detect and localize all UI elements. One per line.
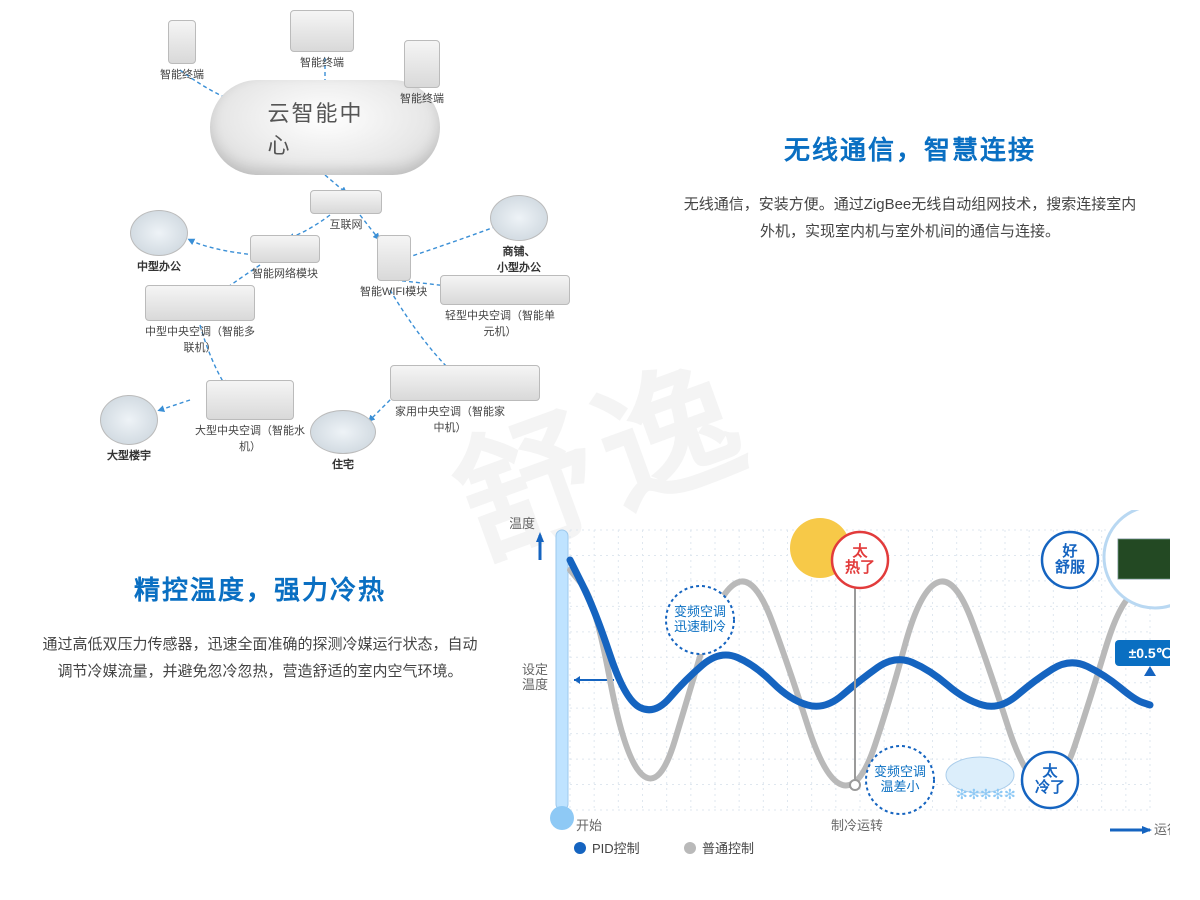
section-wireless: 云智能中心 智能终端智能终端智能终端互联网智能网络模块智能WIFI模块中型办公中… (0, 0, 1200, 470)
node-netmod: 智能网络模块 (250, 235, 320, 281)
y-label-mid: 设定 (522, 662, 548, 677)
svg-text:PID控制: PID控制 (592, 841, 640, 856)
tablet-label: 智能终端 (400, 90, 444, 106)
node-tablet: 智能终端 (400, 40, 444, 106)
svg-text:✻: ✻ (980, 786, 992, 802)
bottom-body: 通过高低双压力传感器，迅速全面准确的探测冷媒运行状态，自动调节冷媒流量，并避免忽… (40, 631, 480, 685)
chart-svg: 温度设定温度开始制冷运转运行时间✻✻✻✻✻变频空调迅速制冷变频空调温差小太热了太… (510, 510, 1170, 870)
shop-label: 商铺、 小型办公 (490, 243, 548, 275)
bubble-0: 太热了 (832, 532, 888, 588)
device-inset (1104, 510, 1170, 608)
home_ac-label: 家用中央空调（智能家中机） (390, 403, 510, 435)
router-icon (310, 190, 382, 214)
mid_ac-icon (145, 285, 255, 321)
chart-legend: PID控制 普通控制 (574, 841, 754, 856)
node-light_ac: 轻型中央空调（智能单元机） (440, 275, 570, 339)
netmod-label: 智能网络模块 (250, 265, 320, 281)
temperature-chart: 温度设定温度开始制冷运转运行时间✻✻✻✻✻变频空调迅速制冷变频空调温差小太热了太… (510, 510, 1170, 870)
top-title: 无线通信，智慧连接 (680, 130, 1140, 167)
laptop-icon (290, 10, 354, 52)
midoffice-icon (130, 210, 188, 256)
light_ac-icon (440, 275, 570, 305)
largewater-label: 大型中央空调（智能水机） (190, 422, 310, 454)
svg-text:太: 太 (852, 542, 868, 560)
node-largebuild: 大型楼宇 (100, 395, 158, 463)
phone-label: 智能终端 (160, 66, 204, 82)
wifimod-icon (377, 235, 411, 281)
node-router: 互联网 (310, 190, 382, 232)
bubble-2: 好舒服 (1042, 532, 1098, 588)
svg-text:温差小: 温差小 (880, 779, 919, 794)
section-temperature: 精控温度，强力冷热 通过高低双压力传感器，迅速全面准确的探测冷媒运行状态，自动调… (0, 500, 1200, 880)
node-shop: 商铺、 小型办公 (490, 195, 548, 275)
wifimod-label: 智能WIFI模块 (360, 283, 427, 299)
svg-text:变频空调: 变频空调 (674, 604, 726, 619)
svg-text:✻: ✻ (992, 786, 1004, 802)
home_ac-icon (390, 365, 540, 401)
router-label: 互联网 (310, 216, 382, 232)
svg-text:✻: ✻ (968, 786, 980, 802)
svg-text:热了: 热了 (845, 558, 875, 576)
cloud-center-label: 云智能中心 (268, 96, 383, 160)
midoffice-label: 中型办公 (130, 258, 188, 274)
laptop-label: 智能终端 (290, 54, 354, 70)
largewater-icon (206, 380, 294, 420)
shop-icon (490, 195, 548, 241)
node-mid_ac: 中型中央空调（智能多联机） (140, 285, 260, 355)
callout-1: 变频空调温差小 (866, 746, 934, 814)
house-label: 住宅 (310, 456, 376, 472)
bubble-1: 太冷了 (1022, 752, 1078, 808)
netmod-icon (250, 235, 320, 263)
x-label-end: 运行时间 (1154, 822, 1170, 837)
top-text-block: 无线通信，智慧连接 无线通信，安装方便。通过ZigBee无线自动组网技术，搜索连… (680, 130, 1140, 245)
x-label-start: 开始 (576, 818, 602, 833)
cloud-network-diagram: 云智能中心 智能终端智能终端智能终端互联网智能网络模块智能WIFI模块中型办公中… (60, 10, 660, 460)
svg-text:✻: ✻ (1004, 786, 1016, 802)
x-label-mid: 制冷运转 (831, 818, 883, 833)
house-icon (310, 410, 376, 454)
largebuild-icon (100, 395, 158, 445)
node-home_ac: 家用中央空调（智能家中机） (390, 365, 540, 435)
bottom-title: 精控温度，强力冷热 (40, 570, 480, 607)
svg-text:变频空调: 变频空调 (874, 764, 926, 779)
callout-0: 变频空调迅速制冷 (666, 586, 734, 654)
svg-text:太: 太 (1042, 762, 1058, 780)
svg-text:好: 好 (1061, 542, 1077, 560)
svg-text:±0.5℃: ±0.5℃ (1129, 645, 1170, 661)
largebuild-label: 大型楼宇 (100, 447, 158, 463)
phone-icon (168, 20, 196, 64)
y-label-mid: 温度 (522, 677, 548, 692)
node-midoffice: 中型办公 (130, 210, 188, 274)
top-body: 无线通信，安装方便。通过ZigBee无线自动组网技术，搜索连接室内外机，实现室内… (680, 191, 1140, 245)
svg-text:✻: ✻ (956, 786, 968, 802)
svg-text:舒服: 舒服 (1055, 558, 1086, 576)
svg-text:迅速制冷: 迅速制冷 (674, 619, 726, 634)
node-laptop: 智能终端 (290, 10, 354, 70)
light_ac-label: 轻型中央空调（智能单元机） (440, 307, 560, 339)
svg-text:普通控制: 普通控制 (702, 841, 754, 856)
tablet-icon (404, 40, 440, 88)
bottom-text-block: 精控温度，强力冷热 通过高低双压力传感器，迅速全面准确的探测冷媒运行状态，自动调… (40, 570, 480, 685)
mid_ac-label: 中型中央空调（智能多联机） (140, 323, 260, 355)
y-label-top: 温度 (510, 516, 535, 531)
snow-icon: ✻✻✻✻✻ (946, 757, 1016, 802)
node-house: 住宅 (310, 410, 376, 472)
node-largewater: 大型中央空调（智能水机） (190, 380, 310, 454)
svg-text:冷了: 冷了 (1035, 778, 1065, 796)
node-phone: 智能终端 (160, 20, 204, 82)
node-wifimod: 智能WIFI模块 (360, 235, 427, 299)
